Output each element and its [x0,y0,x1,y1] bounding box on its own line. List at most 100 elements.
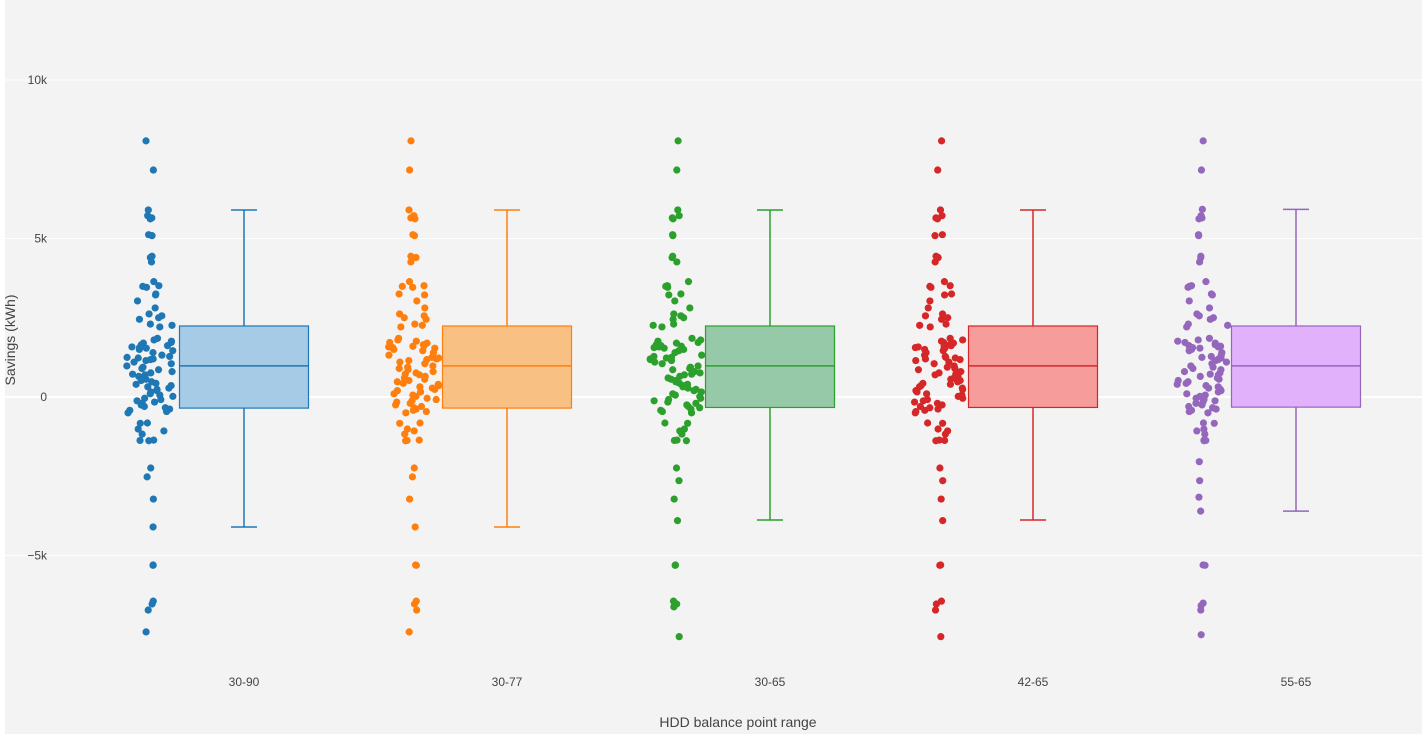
data-point [149,561,157,569]
data-point [937,495,945,503]
data-point [405,376,413,385]
x-tick-label: 30-77 [492,675,523,689]
data-point [419,347,427,355]
data-point [410,232,419,240]
data-point [670,310,678,318]
data-point [135,345,143,354]
data-point [1197,507,1205,515]
data-point [1192,394,1200,402]
y-axis-title: Savings (kWh) [2,294,18,385]
data-point [138,364,146,373]
data-point [1183,323,1191,331]
data-point [936,464,944,472]
data-point [939,347,947,355]
data-point [1195,312,1203,320]
data-point [660,344,668,352]
data-point [941,430,949,438]
data-point [914,366,923,374]
data-point [412,337,420,345]
x-tick-label: 30-90 [229,675,260,689]
data-point [1189,364,1197,373]
data-point [1200,437,1208,445]
data-point [658,407,666,416]
data-point [668,253,676,262]
data-point [923,390,931,398]
data-point [939,419,947,427]
data-point [1208,291,1216,299]
data-point [395,364,403,373]
data-point [165,384,173,392]
data-point [144,606,152,614]
x-tick-label: 30-65 [755,675,786,689]
data-point [409,342,417,350]
data-point [694,362,702,370]
series-30-90 [123,137,310,636]
data-point [947,290,956,298]
data-point [671,561,679,569]
data-point [409,406,417,414]
data-point [1185,347,1193,355]
data-point [395,290,403,298]
data-point [1196,477,1204,485]
data-point [398,282,406,290]
data-point [675,212,683,220]
data-point [951,364,959,373]
data-point [396,358,404,366]
data-point [941,436,949,445]
data-point [422,315,430,323]
x-axis-ticks: 30-90 30-77 30-65 42-65 55-65 [229,675,1312,689]
data-point [1224,321,1232,329]
data-point [128,343,136,351]
data-point [1201,430,1209,438]
data-point [142,137,150,145]
data-point [130,358,138,366]
data-point [410,427,418,435]
data-point [423,394,431,402]
data-point [147,369,155,377]
data-point [402,409,410,417]
data-point [674,206,682,214]
data-point [936,561,944,569]
data-point [420,291,429,299]
data-point [650,343,658,352]
data-point [152,379,160,387]
data-point [913,388,921,396]
data-point [1211,397,1219,405]
data-point [431,385,439,393]
data-point [665,291,673,299]
data-point [1206,370,1214,378]
data-point [658,360,666,368]
data-point [926,297,934,305]
data-point [416,419,424,427]
data-point [134,425,142,433]
box [441,325,573,409]
data-point [149,349,157,357]
data-point [670,495,678,503]
data-point [649,321,657,329]
data-point [143,419,151,427]
data-point [931,258,939,266]
box [704,325,836,409]
data-point [1197,631,1205,639]
data-point [1202,278,1210,286]
data-point [924,419,932,427]
data-point [411,523,419,531]
y-tick-label: 5k [34,232,48,246]
box [178,325,310,409]
data-point [1198,401,1206,409]
y-tick-label: 0 [40,390,47,404]
data-point [912,356,920,365]
data-point [1197,166,1206,174]
data-point [412,561,420,569]
data-point [168,321,176,329]
data-point [944,314,952,322]
data-point [410,600,419,608]
data-point [151,291,160,299]
data-point [684,278,693,286]
data-point [155,314,163,322]
data-point [927,283,935,291]
data-point [166,352,174,361]
data-point [413,297,421,305]
data-point [954,378,962,386]
data-point [1183,390,1191,398]
